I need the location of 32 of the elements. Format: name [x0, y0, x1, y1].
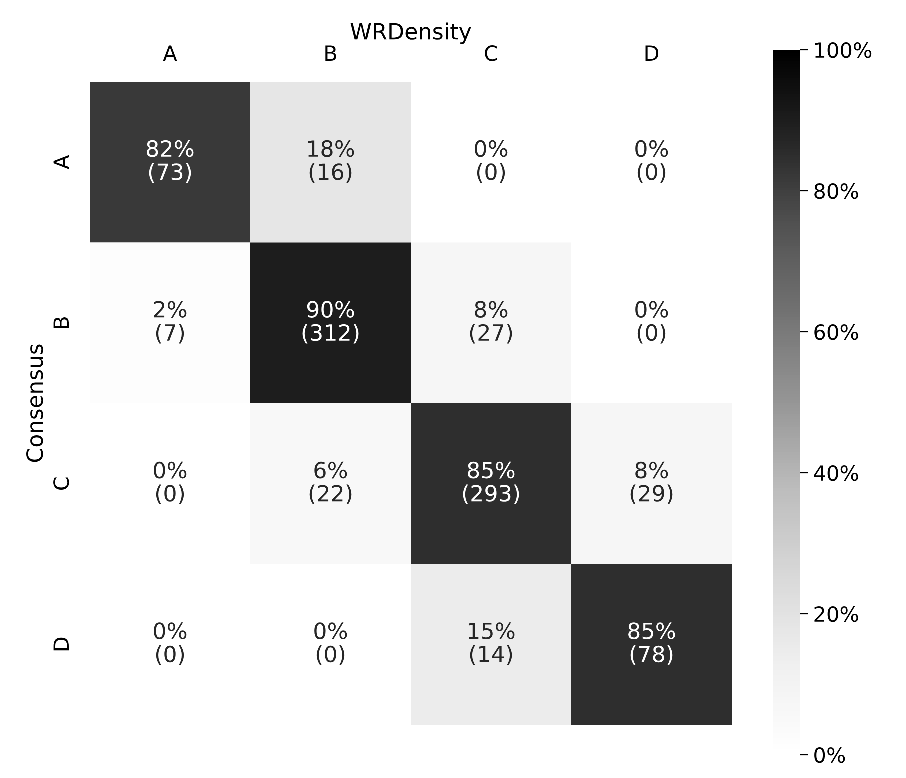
color-bar-label: 20%: [814, 606, 858, 622]
data-label: 85% (78): [628, 622, 676, 666]
data-label: 6% (22): [310, 462, 352, 505]
color-bar-label: 80%: [814, 183, 858, 200]
data-label: 2% (7): [154, 301, 187, 344]
color-bar-label: 100%: [815, 42, 872, 58]
data-label: 0% (0): [154, 462, 187, 505]
data-label: 18% (16): [308, 140, 354, 184]
data-label: 90% (312): [302, 301, 359, 344]
y-tick-label: A: [54, 155, 69, 170]
y-tick-label: B: [54, 317, 69, 328]
data-label: 0% (0): [475, 140, 508, 184]
data-label: 8% (27): [470, 301, 512, 344]
x-axis-title: WRDensity: [350, 22, 472, 44]
data-label: 15% (14): [468, 622, 515, 666]
x-tick-label: A: [163, 46, 178, 61]
data-label: 8% (29): [630, 462, 673, 505]
data-label: 85% (293): [463, 462, 520, 505]
color-bar-label: 40%: [814, 465, 858, 482]
x-tick-label: B: [326, 46, 336, 61]
data-label: 0% (0): [154, 622, 187, 666]
x-tick-label: D: [646, 46, 659, 61]
data-label: 0% (0): [314, 622, 348, 666]
color-bar-label: 0%: [814, 747, 846, 764]
y-axis-title: Consensus: [26, 344, 44, 462]
data-label: 0% (0): [636, 301, 668, 344]
data-label: 82% (73): [147, 140, 194, 184]
color-bar-label: 60%: [814, 324, 858, 340]
data-label: 0% (0): [636, 140, 668, 184]
y-tick-label: D: [54, 638, 69, 651]
y-tick-label: C: [54, 478, 70, 490]
x-tick-label: C: [485, 46, 498, 62]
